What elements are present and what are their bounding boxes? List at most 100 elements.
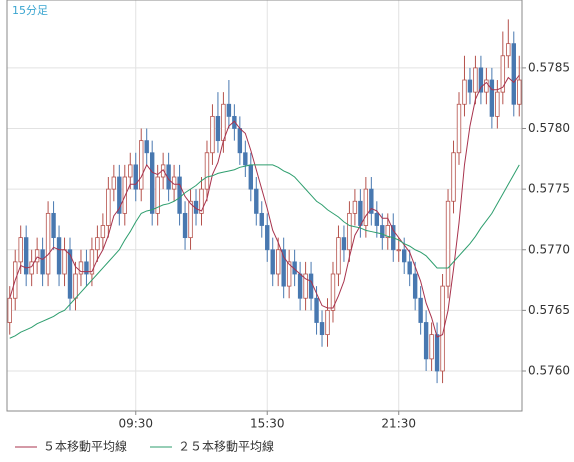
- candle-body: [489, 79, 495, 117]
- candle-body: [34, 249, 40, 263]
- moving-average-line: [9, 164, 520, 339]
- candle-body: [319, 322, 325, 336]
- candle-body: [111, 176, 117, 190]
- candle-body: [215, 115, 221, 142]
- candle-body: [336, 237, 341, 275]
- candle-body: [281, 249, 286, 287]
- candle-body: [210, 115, 215, 154]
- candle-body: [352, 200, 358, 214]
- candle-body: [144, 140, 149, 154]
- x-tick-label: 09:30: [118, 417, 153, 431]
- plot-area: [6, 0, 523, 412]
- candle-body: [297, 273, 303, 299]
- y-tick-label: 0.5760: [528, 363, 570, 377]
- candle-body: [139, 140, 144, 190]
- candle-body: [182, 212, 188, 239]
- candle-body: [237, 128, 243, 154]
- candle-body: [303, 273, 308, 299]
- candle-body: [78, 261, 84, 275]
- candle-body: [7, 297, 12, 323]
- candle-body: [45, 212, 51, 275]
- y-tick-label: 0.5785: [528, 60, 570, 74]
- y-tick-label: 0.5780: [528, 121, 570, 135]
- candle-body: [385, 225, 390, 239]
- candle-body: [341, 237, 347, 251]
- candle-body: [259, 212, 264, 226]
- candle-body: [451, 152, 456, 202]
- candle-body: [286, 261, 292, 287]
- candle-body: [265, 225, 270, 251]
- candle-body: [67, 249, 73, 299]
- candle-body: [423, 322, 429, 360]
- candle-body: [358, 200, 363, 226]
- candle-body: [100, 225, 106, 239]
- candle-body: [243, 152, 248, 166]
- candle-body: [412, 273, 418, 299]
- y-tick-label: 0.5765: [528, 303, 570, 317]
- candle-body: [204, 152, 210, 190]
- y-tick-label: 0.5770: [528, 242, 570, 256]
- candle-body: [23, 237, 29, 275]
- candle-body: [380, 225, 385, 239]
- candle-body: [128, 164, 133, 178]
- candle-body: [402, 249, 407, 263]
- candle-body: [133, 164, 138, 190]
- candle-body: [155, 176, 160, 214]
- candle-body: [221, 103, 226, 142]
- chart-title: 15分足: [12, 4, 48, 17]
- candle-body: [330, 273, 336, 311]
- candle-body: [254, 188, 259, 214]
- candle-body: [270, 249, 275, 275]
- candle-body: [226, 103, 232, 117]
- candle-body: [18, 237, 23, 263]
- y-tick-label: 0.5775: [528, 182, 570, 196]
- candle-body: [484, 79, 489, 93]
- candle-body: [467, 79, 473, 93]
- candle-body: [248, 164, 254, 190]
- candle-body: [188, 200, 193, 239]
- legend-label: ５本移動平均線: [43, 439, 127, 454]
- candle-body: [374, 212, 380, 226]
- candle-body: [84, 261, 89, 275]
- candle-body: [517, 79, 522, 105]
- candle-body: [434, 334, 440, 372]
- candle-body: [199, 188, 204, 214]
- legend-label: ２５本移動平均線: [178, 439, 274, 454]
- candle-body: [369, 188, 374, 214]
- candle-body: [308, 273, 314, 299]
- candle-body: [314, 297, 319, 323]
- candle-body: [177, 176, 182, 214]
- candle-body: [62, 249, 67, 275]
- x-tick-label: 15:30: [250, 417, 285, 431]
- candle-body: [95, 237, 100, 251]
- candle-body: [40, 249, 45, 275]
- candle-body: [511, 43, 516, 105]
- candle-body: [347, 212, 352, 251]
- candle-body: [506, 43, 511, 57]
- candle-body: [495, 91, 500, 117]
- candle-body: [445, 200, 451, 287]
- candle-body: [478, 67, 484, 93]
- candle-body: [29, 261, 34, 275]
- candle-body: [56, 237, 62, 275]
- candle-body: [407, 261, 412, 275]
- candle-body: [117, 176, 122, 214]
- moving-average-line: [9, 74, 520, 338]
- candle-body: [418, 297, 423, 323]
- candle-body: [275, 249, 281, 275]
- candle-body: [462, 79, 467, 105]
- candle-body: [149, 152, 155, 214]
- candle-body: [429, 334, 434, 360]
- candle-body: [106, 188, 111, 226]
- candle-body: [89, 249, 95, 275]
- candle-body: [473, 67, 478, 93]
- candle-body: [325, 309, 330, 336]
- candle-body: [51, 212, 56, 239]
- x-tick-label: 21:30: [381, 417, 416, 431]
- candle-body: [396, 249, 401, 252]
- candle-body: [456, 103, 462, 154]
- candle-body: [73, 273, 78, 299]
- candle-body: [500, 55, 506, 93]
- candle-body: [363, 188, 369, 226]
